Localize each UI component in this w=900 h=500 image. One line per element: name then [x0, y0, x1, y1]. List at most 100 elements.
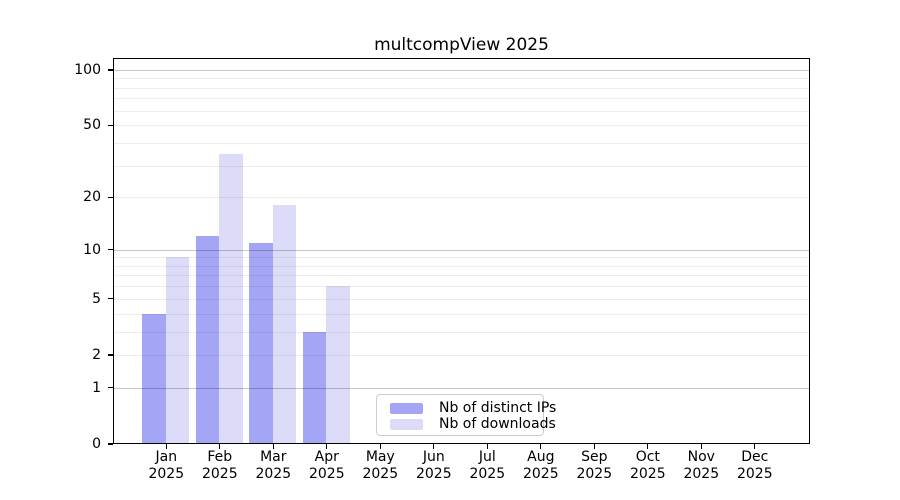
x-tick-year: 2025 — [415, 466, 452, 482]
gridline-minor — [113, 142, 810, 144]
y-tick-label: 1 — [92, 379, 101, 396]
gridline-minor — [113, 110, 810, 112]
gridline-minor — [113, 354, 810, 356]
legend: Nb of distinct IPs Nb of downloads — [376, 394, 556, 436]
gridline-minor — [113, 125, 810, 127]
x-tick-month: Jun — [422, 449, 445, 465]
bar-distinct-ips — [142, 313, 166, 444]
y-tick-label: 50 — [83, 117, 101, 134]
gridline-minor — [113, 197, 810, 199]
y-tick-mark — [108, 387, 113, 389]
x-tick-month: May — [365, 449, 395, 465]
x-tick-month: Oct — [635, 449, 660, 465]
x-tick-year: 2025 — [201, 466, 238, 482]
x-tick-label: Feb 2025 — [188, 449, 252, 483]
gridline-major — [113, 387, 810, 389]
x-tick-year: 2025 — [469, 466, 506, 482]
x-tick-mark — [272, 444, 274, 449]
x-tick-year: 2025 — [736, 466, 773, 482]
x-tick-mark — [433, 444, 435, 449]
x-tick-label: Sep 2025 — [562, 449, 626, 483]
y-tick-label: 20 — [83, 189, 101, 206]
gridline-minor — [113, 265, 810, 267]
y-tick-label: 0 — [92, 436, 101, 452]
x-tick-label: Jun 2025 — [402, 449, 466, 483]
x-tick-mark — [486, 444, 488, 449]
x-tick-year: 2025 — [522, 466, 559, 482]
x-tick-year: 2025 — [255, 466, 292, 482]
x-tick-month: Jan — [155, 449, 178, 465]
gridline-minor — [113, 313, 810, 315]
y-tick-label: 10 — [83, 241, 101, 258]
y-tick-mark — [108, 298, 113, 300]
x-tick-month: Jul — [478, 449, 496, 465]
gridline-minor — [113, 331, 810, 333]
chart-title: multcompView 2025 — [374, 35, 549, 55]
y-tick-mark — [108, 443, 113, 445]
x-tick-year: 2025 — [683, 466, 720, 482]
legend-label-downloads: Nb of downloads — [439, 416, 556, 432]
x-tick-label: Jul 2025 — [455, 449, 519, 483]
x-tick-year: 2025 — [362, 466, 399, 482]
x-tick-label: Apr 2025 — [295, 449, 359, 483]
y-tick-label: 2 — [92, 346, 101, 363]
x-tick-mark — [219, 444, 221, 449]
x-tick-label: Nov 2025 — [669, 449, 733, 483]
x-tick-mark — [326, 444, 328, 449]
gridline-minor — [113, 286, 810, 288]
legend-label-distinct-ips: Nb of distinct IPs — [439, 400, 557, 416]
x-tick-label: Dec 2025 — [723, 449, 787, 483]
x-tick-month: Sep — [581, 449, 608, 465]
gridline-minor — [113, 78, 810, 80]
gridline-minor — [113, 257, 810, 259]
x-tick-year: 2025 — [308, 466, 345, 482]
legend-swatch-downloads-icon — [390, 418, 423, 430]
x-tick-label: Oct 2025 — [616, 449, 680, 483]
x-tick-year: 2025 — [148, 466, 185, 482]
x-tick-mark — [647, 444, 649, 449]
gridline-minor — [113, 275, 810, 277]
x-tick-month: Mar — [260, 449, 287, 465]
x-tick-label: Mar 2025 — [241, 449, 305, 483]
gridline-major — [113, 69, 810, 71]
legend-item-distinct-ips: Nb of distinct IPs — [390, 400, 556, 416]
x-tick-month: Aug — [527, 449, 555, 465]
bar-distinct-ips — [249, 242, 273, 444]
bar-distinct-ips — [302, 331, 327, 444]
gridline-minor — [113, 87, 810, 89]
x-tick-mark — [165, 444, 167, 449]
x-tick-mark — [379, 444, 381, 449]
x-tick-mark — [754, 444, 756, 449]
bar-downloads — [165, 257, 190, 444]
x-tick-month: Nov — [687, 449, 715, 465]
y-tick-mark — [108, 249, 113, 251]
gridline-minor — [113, 298, 810, 300]
y-tick-mark — [108, 69, 113, 71]
x-tick-label: May 2025 — [348, 449, 412, 483]
plot-area — [113, 58, 810, 444]
gridline-minor — [113, 165, 810, 167]
x-tick-month: Dec — [741, 449, 769, 465]
bar-distinct-ips — [195, 236, 220, 444]
x-tick-month: Apr — [314, 449, 339, 465]
bar-downloads — [326, 286, 350, 444]
y-tick-label: 5 — [92, 290, 101, 307]
legend-item-downloads: Nb of downloads — [390, 416, 556, 432]
x-tick-mark — [593, 444, 595, 449]
bar-downloads — [272, 205, 297, 444]
bar-downloads — [219, 153, 243, 444]
x-tick-mark — [700, 444, 702, 449]
x-tick-mark — [540, 444, 542, 449]
x-tick-month: Feb — [207, 449, 233, 465]
y-tick-mark — [108, 196, 113, 198]
y-tick-mark — [108, 124, 113, 126]
gridline-minor — [113, 98, 810, 100]
x-tick-label: Aug 2025 — [509, 449, 573, 483]
x-tick-year: 2025 — [629, 466, 666, 482]
gridline-major — [113, 249, 810, 251]
x-tick-label: Jan 2025 — [134, 449, 198, 483]
x-tick-year: 2025 — [576, 466, 613, 482]
y-tick-label: 100 — [74, 61, 101, 78]
y-tick-mark — [108, 354, 113, 356]
